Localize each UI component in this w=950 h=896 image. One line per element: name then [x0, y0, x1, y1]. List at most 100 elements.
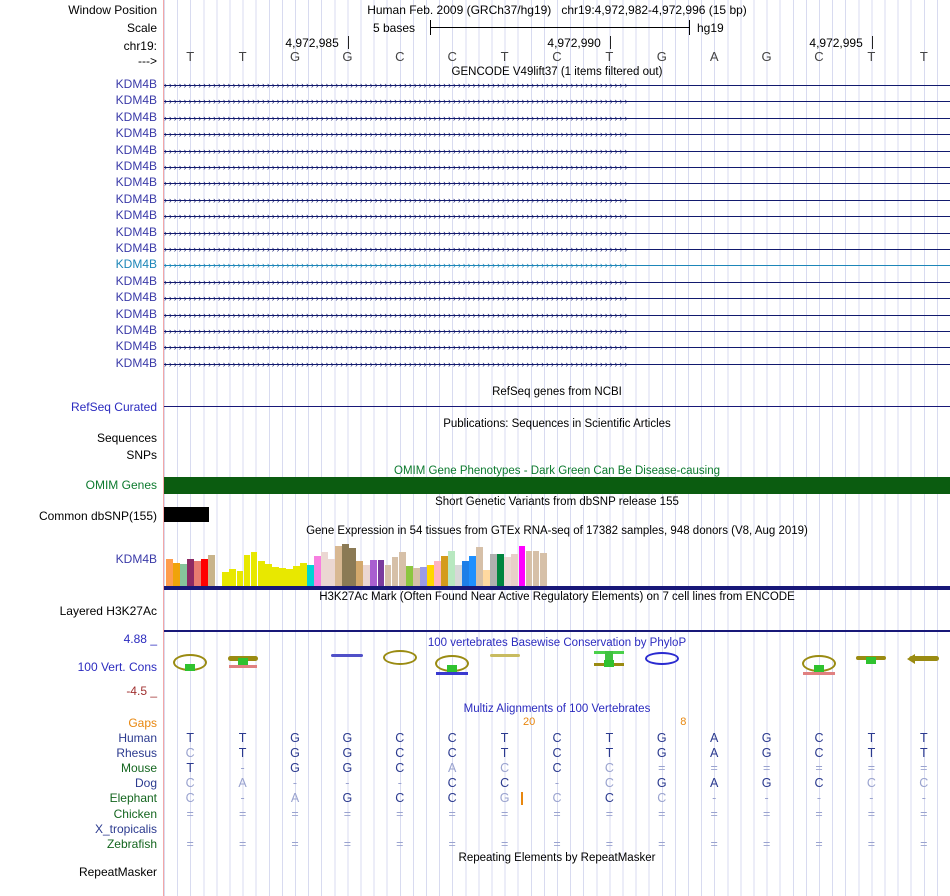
- gtex-tissue-bar[interactable]: [363, 565, 371, 587]
- multiz-species-label[interactable]: Zebrafish: [106, 836, 157, 851]
- refseq-curated-label[interactable]: RefSeq Curated: [70, 400, 157, 414]
- common-dbsnp-label[interactable]: Common dbSNP(155): [38, 509, 157, 523]
- multiz-species-label[interactable]: Mouse: [120, 761, 157, 776]
- conservation-base-glyph[interactable]: [856, 656, 887, 668]
- gtex-tissue-bar[interactable]: [419, 567, 427, 587]
- gtex-tissue-bar[interactable]: [208, 555, 216, 587]
- gtex-tissue-bar[interactable]: [469, 556, 477, 587]
- gencode-gene-row[interactable]: ››››››››››››››››››››››››››››››››››››››››…: [164, 146, 950, 157]
- gencode-gene-row[interactable]: ››››››››››››››››››››››››››››››››››››››››…: [164, 293, 950, 304]
- gtex-expression-barchart[interactable]: [164, 541, 950, 587]
- multiz-species-label[interactable]: Dog: [134, 776, 157, 791]
- conservation-base-glyph[interactable]: [594, 651, 625, 671]
- gtex-tissue-bar[interactable]: [264, 564, 272, 587]
- gencode-gene-label[interactable]: KDM4B: [115, 224, 157, 239]
- gencode-gene-row[interactable]: ››››››››››››››››››››››››››››››››››››››››…: [164, 162, 950, 173]
- omim-gene-bar[interactable]: [164, 477, 950, 494]
- gencode-gene-row[interactable]: ››››››››››››››››››››››››››››››››››››››››…: [164, 228, 950, 239]
- gtex-tissue-bar[interactable]: [462, 561, 469, 587]
- multiz-species-label[interactable]: Chicken: [113, 806, 157, 821]
- gtex-tissue-bar[interactable]: [398, 552, 406, 587]
- gtex-tissue-bar[interactable]: [490, 554, 498, 587]
- coords-text[interactable]: chr19:4,972,982-4,972,996 (15 bp): [561, 3, 747, 17]
- gtex-tissue-bar[interactable]: [222, 572, 230, 587]
- gtex-tissue-bar[interactable]: [518, 546, 526, 587]
- multiz-gaps-label[interactable]: Gaps: [128, 716, 157, 730]
- conservation-base-glyph[interactable]: [227, 656, 258, 669]
- gtex-tissue-bar[interactable]: [433, 561, 441, 587]
- dbsnp-variant-box[interactable]: [164, 507, 209, 522]
- gtex-tissue-bar[interactable]: [250, 552, 258, 587]
- gencode-gene-label[interactable]: KDM4B: [115, 306, 157, 321]
- gencode-gene-row[interactable]: ››››››››››››››››››››››››››››››››››››››››…: [164, 129, 950, 140]
- gtex-tissue-bar[interactable]: [356, 561, 364, 587]
- gencode-gene-row[interactable]: ››››››››››››››››››››››››››››››››››››››››…: [164, 359, 950, 370]
- gtex-tissue-bar[interactable]: [299, 563, 307, 587]
- gtex-tissue-bar[interactable]: [384, 565, 392, 587]
- gtex-tissue-bar[interactable]: [370, 560, 378, 587]
- gencode-gene-label[interactable]: KDM4B: [115, 126, 157, 141]
- multiz-species-label[interactable]: X_tropicalis: [94, 821, 157, 836]
- gtex-tissue-bar[interactable]: [229, 569, 237, 587]
- conservation-base-glyph[interactable]: [644, 652, 679, 669]
- gtex-tissue-bar[interactable]: [440, 556, 448, 587]
- gencode-gene-row[interactable]: ››››››››››››››››››››››››››››››››››››››››…: [164, 113, 950, 124]
- gencode-gene-label[interactable]: KDM4B: [115, 339, 157, 354]
- gtex-tissue-bar[interactable]: [412, 568, 420, 587]
- conservation-base-glyph[interactable]: [173, 654, 208, 675]
- gencode-gene-row[interactable]: ››››››››››››››››››››››››››››››››››››››››…: [164, 96, 950, 107]
- gtex-tissue-bar[interactable]: [328, 559, 336, 587]
- gtex-tissue-bar[interactable]: [257, 561, 265, 587]
- gtex-tissue-bar[interactable]: [180, 564, 187, 587]
- gencode-gene-row[interactable]: ››››››››››››››››››››››››››››››››››››››››…: [164, 195, 950, 206]
- gtex-tissue-bar[interactable]: [349, 548, 357, 587]
- gencode-gene-row[interactable]: ››››››››››››››››››››››››››››››››››››››››…: [164, 211, 950, 222]
- conservation-base-glyph[interactable]: [906, 654, 939, 669]
- gencode-gene-label[interactable]: KDM4B: [115, 290, 157, 305]
- conservation-base-glyph[interactable]: [331, 652, 364, 663]
- gencode-gene-row[interactable]: ››››››››››››››››››››››››››››››››››››››››…: [164, 326, 950, 337]
- gtex-gene-label[interactable]: KDM4B: [115, 552, 157, 566]
- multiz-species-label[interactable]: Rhesus: [116, 746, 157, 761]
- gtex-tissue-bar[interactable]: [166, 559, 173, 587]
- gtex-tissue-bar[interactable]: [525, 551, 533, 587]
- gtex-tissue-bar[interactable]: [405, 566, 413, 587]
- gtex-tissue-bar[interactable]: [511, 554, 519, 587]
- conservation-base-glyph[interactable]: [435, 655, 470, 676]
- gtex-tissue-bar[interactable]: [201, 559, 209, 587]
- gencode-gene-label[interactable]: KDM4B: [115, 273, 157, 288]
- gencode-gene-row[interactable]: ››››››››››››››››››››››››››››››››››››››››…: [164, 310, 950, 321]
- gtex-tissue-bar[interactable]: [236, 571, 244, 587]
- gtex-tissue-bar[interactable]: [194, 561, 202, 587]
- gtex-tissue-bar[interactable]: [271, 567, 279, 587]
- gencode-gene-row[interactable]: ››››››››››››››››››››››››››››››››››››››››…: [164, 260, 950, 271]
- gtex-tissue-bar[interactable]: [342, 544, 350, 587]
- conservation-base-glyph[interactable]: [382, 650, 417, 669]
- gtex-tissue-bar[interactable]: [391, 557, 399, 587]
- multiz-species-label[interactable]: Elephant: [109, 791, 157, 806]
- gtex-tissue-bar[interactable]: [455, 565, 462, 587]
- gtex-tissue-bar[interactable]: [278, 568, 286, 587]
- publications-snps-label[interactable]: SNPs: [126, 448, 157, 462]
- repeatmasker-label[interactable]: RepeatMasker: [78, 865, 157, 879]
- gtex-tissue-bar[interactable]: [377, 560, 385, 587]
- gencode-gene-row[interactable]: ››››››››››››››››››››››››››››››››››››››››…: [164, 178, 950, 189]
- conservation-base-glyph[interactable]: [802, 655, 836, 676]
- gtex-tissue-bar[interactable]: [285, 569, 293, 587]
- gencode-gene-label[interactable]: KDM4B: [115, 77, 157, 91]
- gencode-gene-label[interactable]: KDM4B: [115, 109, 157, 124]
- gencode-gene-row[interactable]: ››››››››››››››››››››››››››››››››››››››››…: [164, 80, 950, 91]
- gtex-tissue-bar[interactable]: [243, 555, 251, 587]
- gencode-gene-row[interactable]: ››››››››››››››››››››››››››››››››››››››››…: [164, 244, 950, 255]
- gencode-gene-label[interactable]: KDM4B: [115, 191, 157, 206]
- gtex-tissue-bar[interactable]: [335, 546, 343, 587]
- gtex-tissue-bar[interactable]: [532, 551, 540, 587]
- multiz-species-label[interactable]: Human: [118, 731, 157, 745]
- gtex-tissue-bar[interactable]: [504, 557, 512, 587]
- conservation-base-glyph[interactable]: [489, 654, 520, 665]
- omim-genes-label[interactable]: OMIM Genes: [85, 478, 157, 492]
- conservation-glyph-area[interactable]: [164, 632, 950, 704]
- publications-sequences-label[interactable]: Sequences: [96, 431, 157, 445]
- gtex-tissue-bar[interactable]: [426, 565, 434, 587]
- layered-h3k27ac-label[interactable]: Layered H3K27Ac: [59, 604, 157, 618]
